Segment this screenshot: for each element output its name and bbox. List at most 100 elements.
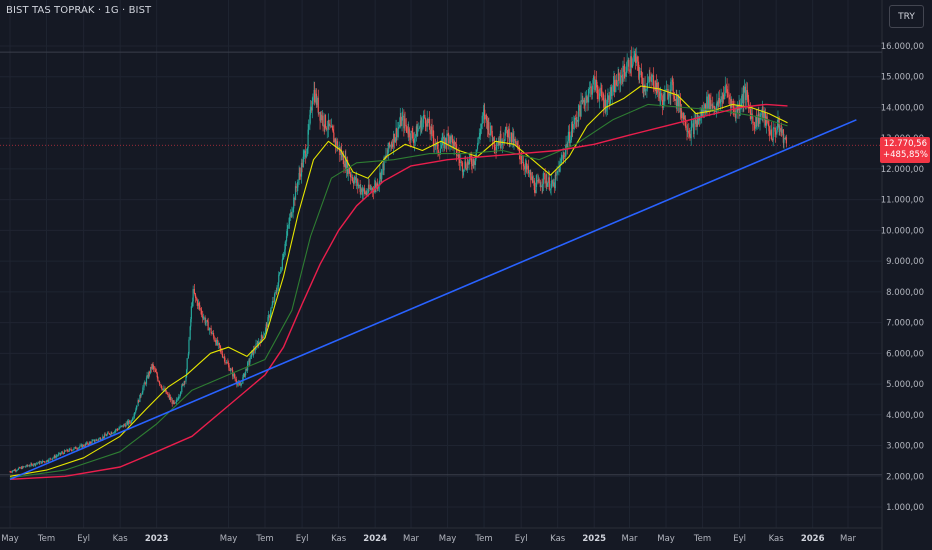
candle-body bbox=[621, 75, 623, 78]
candle-body bbox=[588, 87, 591, 90]
candle-body bbox=[241, 383, 243, 385]
candle-body bbox=[549, 189, 552, 190]
candle-body bbox=[185, 377, 187, 382]
candle-body bbox=[458, 154, 460, 159]
candle-body bbox=[250, 353, 252, 359]
candle-body bbox=[667, 97, 670, 100]
candle-body bbox=[112, 432, 115, 434]
candle-body bbox=[422, 119, 424, 123]
candle-body bbox=[759, 116, 761, 124]
candle-body bbox=[414, 134, 416, 139]
candle-body bbox=[56, 455, 58, 457]
candle-body bbox=[500, 133, 502, 146]
candle-body bbox=[479, 135, 481, 137]
candle-body bbox=[601, 91, 603, 98]
candle-body bbox=[617, 73, 619, 86]
candle-body bbox=[44, 461, 46, 463]
candle-body bbox=[470, 158, 473, 164]
candle-body bbox=[349, 174, 352, 178]
candle-body bbox=[496, 145, 498, 146]
candle-body bbox=[562, 155, 564, 159]
candle-body bbox=[431, 126, 433, 131]
candle-body bbox=[588, 89, 590, 98]
time-tick-label: Eyl bbox=[77, 534, 90, 544]
candle-body bbox=[286, 229, 288, 237]
candle-body bbox=[691, 123, 693, 127]
candle-body bbox=[639, 74, 641, 78]
candle-body bbox=[417, 129, 419, 137]
candle-body bbox=[660, 93, 662, 96]
candle-body bbox=[175, 399, 178, 403]
candle-body bbox=[567, 131, 570, 142]
candle-body bbox=[207, 321, 209, 331]
candle-body bbox=[137, 400, 139, 407]
candle-body bbox=[320, 114, 322, 121]
candle-body bbox=[686, 128, 688, 132]
candle-body bbox=[411, 130, 413, 133]
candle-body bbox=[783, 138, 785, 143]
candle-body bbox=[281, 259, 283, 269]
price-tick-label: 15.000,00 bbox=[881, 73, 924, 83]
last-price-tag: 12.770,56 +485,85% bbox=[880, 137, 930, 164]
candle-body bbox=[21, 466, 24, 469]
candle-body bbox=[418, 127, 421, 129]
candle-body bbox=[429, 129, 431, 135]
candle-body bbox=[722, 94, 725, 100]
candle-body bbox=[278, 274, 280, 283]
candle-body bbox=[277, 282, 279, 291]
candle-body bbox=[139, 394, 141, 403]
candle-body bbox=[446, 133, 448, 144]
candle-body bbox=[690, 126, 692, 139]
candle-body bbox=[622, 65, 624, 83]
time-tick-label: Eyl bbox=[296, 534, 309, 544]
candle-body bbox=[174, 402, 176, 404]
candle-body bbox=[685, 125, 687, 129]
candle-body bbox=[718, 97, 720, 104]
candle-body bbox=[330, 126, 333, 128]
candle-body bbox=[636, 56, 638, 62]
time-axis[interactable]: May Tem Eyl Kas 2023 May Tem Eyl Kas 2024 Mar May Te… bbox=[1, 534, 856, 544]
candle-body bbox=[249, 358, 251, 363]
candle-body bbox=[18, 467, 21, 469]
candle-body bbox=[540, 185, 542, 188]
candle-body bbox=[99, 438, 101, 441]
candle-body bbox=[646, 88, 648, 90]
candle-body bbox=[118, 427, 121, 429]
candle-body bbox=[575, 118, 577, 120]
candle-body bbox=[397, 129, 399, 138]
price-tick-label: 11.000,00 bbox=[881, 196, 924, 206]
candle-body bbox=[491, 125, 493, 136]
candle-body bbox=[343, 163, 345, 167]
candle-body bbox=[349, 173, 351, 175]
candle-body bbox=[785, 137, 787, 144]
candle-body bbox=[297, 180, 299, 188]
candle-body bbox=[657, 82, 659, 92]
candle-body bbox=[167, 394, 169, 395]
candle-body bbox=[703, 104, 705, 112]
candle-body bbox=[776, 130, 778, 135]
candle-body bbox=[114, 431, 116, 433]
candle-body bbox=[741, 94, 743, 104]
candle-body bbox=[676, 96, 679, 107]
price-axis[interactable]: 1.000,00 2.000,00 3.000,00 4.000,00 5.000,00… bbox=[881, 42, 924, 513]
time-tick-label: May bbox=[1, 534, 19, 544]
symbol-title[interactable]: BIST TAS TOPRAK · 1G · BIST bbox=[6, 5, 152, 16]
candle-body bbox=[728, 97, 731, 100]
candle-body bbox=[623, 65, 625, 72]
candle-body bbox=[565, 144, 567, 150]
candle-body bbox=[96, 439, 98, 441]
candle-body bbox=[354, 177, 356, 180]
candle-body bbox=[707, 94, 710, 109]
grid bbox=[0, 0, 883, 550]
candle-body bbox=[117, 429, 119, 431]
candle-body bbox=[232, 373, 234, 377]
candle-body bbox=[193, 288, 195, 294]
candle-body bbox=[307, 129, 309, 149]
candle-body bbox=[121, 425, 123, 426]
candle-body bbox=[570, 130, 573, 140]
candle-body bbox=[550, 183, 552, 190]
currency-button[interactable]: TRY bbox=[889, 5, 924, 28]
candle-body bbox=[756, 122, 758, 127]
candle-body bbox=[628, 60, 630, 72]
